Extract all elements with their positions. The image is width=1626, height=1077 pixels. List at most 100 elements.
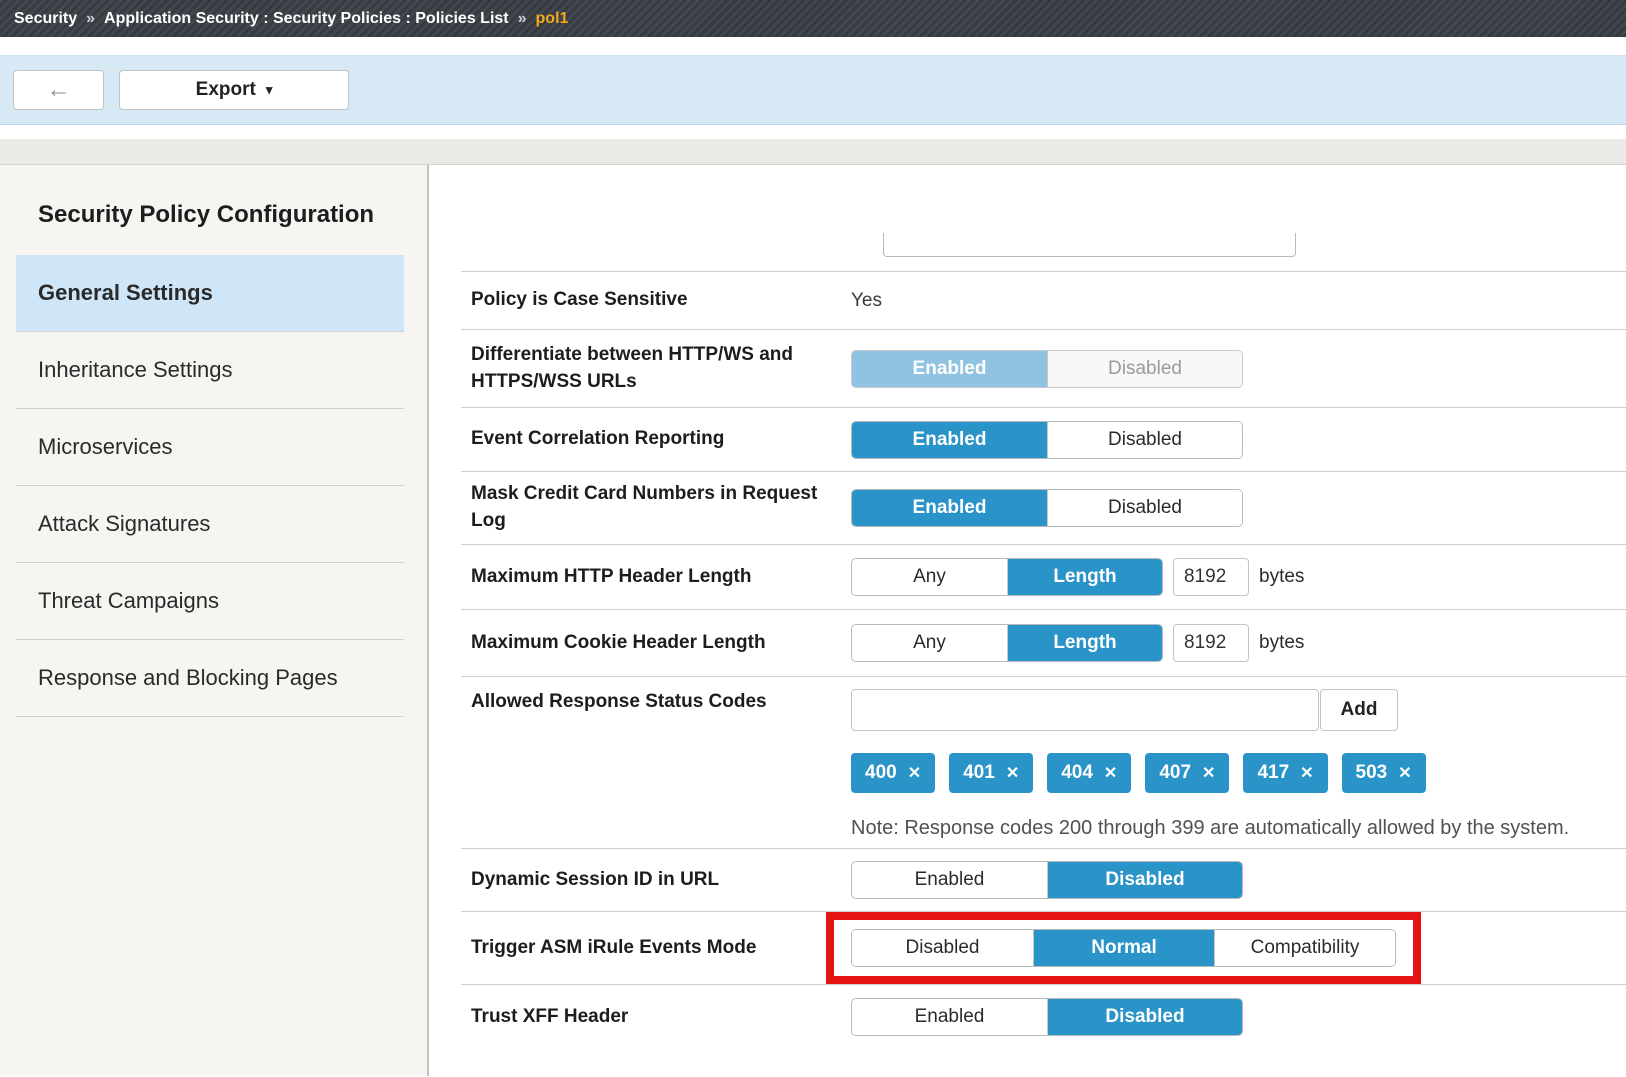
sidebar-menu: General Settings Inheritance Settings Mi… [16,255,404,717]
max-http-header-any-button[interactable]: Any [852,559,1007,595]
setting-label: Trigger ASM iRule Events Mode [471,935,851,962]
sidebar-item-general-settings[interactable]: General Settings [16,255,404,332]
chip-label: 503 [1356,762,1388,784]
chip-label: 417 [1257,762,1289,784]
mask-credit-card-enabled-button[interactable]: Enabled [852,490,1047,526]
settings-rows: Policy is Case Sensitive Yes Differentia… [461,271,1626,1049]
mask-credit-card-disabled-button[interactable]: Disabled [1047,490,1242,526]
row-dynamic-session-id: Dynamic Session ID in URL Enabled Disabl… [461,849,1626,912]
chip-label: 407 [1159,762,1191,784]
setting-label: Policy is Case Sensitive [471,287,851,314]
spacer [0,37,1626,55]
row-differentiate-urls: Differentiate between HTTP/WS and HTTPS/… [461,330,1626,408]
remove-code-icon[interactable]: ✕ [1300,763,1313,783]
breadcrumb-root[interactable]: Security [14,10,77,28]
setting-label: Maximum Cookie Header Length [471,630,851,657]
max-cookie-header-length-input[interactable] [1173,624,1249,662]
back-button[interactable]: ← [13,70,104,110]
chip-label: 404 [1061,762,1093,784]
remove-code-icon[interactable]: ✕ [908,763,921,783]
sidebar-item-microservices[interactable]: Microservices [16,409,404,486]
trigger-asm-irule-normal-button[interactable]: Normal [1033,930,1214,966]
status-code-chip: 417 ✕ [1243,753,1327,793]
event-correlation-enabled-button[interactable]: Enabled [852,422,1047,458]
trigger-asm-irule-compatibility-button[interactable]: Compatibility [1214,930,1395,966]
content: Security Policy Configuration General Se… [0,165,1626,1076]
breadcrumb-current: pol1 [536,10,569,28]
breadcrumb-path: Application Security : Security Policies… [104,10,509,28]
max-http-header-length-button[interactable]: Length [1007,559,1162,595]
trust-xff-enabled-button[interactable]: Enabled [852,999,1047,1035]
trigger-asm-irule-disabled-button[interactable]: Disabled [852,930,1033,966]
breadcrumb-separator-icon: » [518,10,527,28]
add-status-code-button[interactable]: Add [1320,689,1398,731]
remove-code-icon[interactable]: ✕ [1006,763,1019,783]
max-cookie-header-length-button[interactable]: Length [1007,625,1162,661]
dynamic-session-id-disabled-button[interactable]: Disabled [1047,862,1242,898]
export-button-label: Export [196,79,256,101]
truncated-input[interactable] [883,233,1296,257]
dynamic-session-id-toggle: Enabled Disabled [851,861,1243,899]
policy-case-sensitive-value: Yes [851,290,882,312]
sidebar-item-attack-signatures[interactable]: Attack Signatures [16,486,404,563]
caret-down-icon: ▾ [266,82,273,98]
trust-xff-disabled-button[interactable]: Disabled [1047,999,1242,1035]
status-code-chip: 400 ✕ [851,753,935,793]
max-http-header-toggle: Any Length [851,558,1163,596]
differentiate-urls-enabled-button[interactable]: Enabled [852,351,1047,387]
status-code-chip: 503 ✕ [1342,753,1426,793]
event-correlation-disabled-button[interactable]: Disabled [1047,422,1242,458]
row-allowed-status-codes: Allowed Response Status Codes Add 400 ✕ … [461,677,1626,849]
export-button[interactable]: Export ▾ [119,70,349,110]
setting-label: Trust XFF Header [471,1004,851,1031]
mask-credit-card-toggle: Enabled Disabled [851,489,1243,527]
dynamic-session-id-enabled-button[interactable]: Enabled [852,862,1047,898]
sidebar-title: Security Policy Configuration [38,201,427,229]
setting-label: Allowed Response Status Codes [471,689,851,716]
max-cookie-header-unit: bytes [1259,632,1304,654]
chip-label: 400 [865,762,897,784]
spacer [0,125,1626,139]
sidebar: Security Policy Configuration General Se… [0,165,429,1076]
max-http-header-unit: bytes [1259,566,1304,588]
setting-label: Differentiate between HTTP/WS and HTTPS/… [471,342,851,395]
row-mask-credit-card: Mask Credit Card Numbers in Request Log … [461,472,1626,545]
sidebar-item-threat-campaigns[interactable]: Threat Campaigns [16,563,404,640]
differentiate-urls-toggle: Enabled Disabled [851,350,1243,388]
max-http-header-length-input[interactable] [1173,558,1249,596]
status-code-chips: 400 ✕ 401 ✕ 404 ✕ 407 ✕ [851,753,1426,793]
setting-label: Mask Credit Card Numbers in Request Log [471,481,851,534]
row-max-cookie-header-length: Maximum Cookie Header Length Any Length … [461,610,1626,677]
setting-label: Event Correlation Reporting [471,426,851,453]
row-max-http-header-length: Maximum HTTP Header Length Any Length by… [461,545,1626,610]
sidebar-item-inheritance-settings[interactable]: Inheritance Settings [16,332,404,409]
status-code-chip: 401 ✕ [949,753,1033,793]
trust-xff-toggle: Enabled Disabled [851,998,1243,1036]
divider-strip [0,139,1626,165]
differentiate-urls-disabled-button[interactable]: Disabled [1047,351,1242,387]
setting-label: Dynamic Session ID in URL [471,867,851,894]
remove-code-icon[interactable]: ✕ [1202,763,1215,783]
breadcrumb: Security » Application Security : Securi… [0,0,1626,37]
status-code-chip: 404 ✕ [1047,753,1131,793]
sidebar-item-response-blocking-pages[interactable]: Response and Blocking Pages [16,640,404,717]
event-correlation-toggle: Enabled Disabled [851,421,1243,459]
trigger-asm-irule-toggle: Disabled Normal Compatibility [851,929,1396,967]
remove-code-icon[interactable]: ✕ [1398,763,1411,783]
status-code-chip: 407 ✕ [1145,753,1229,793]
row-trigger-asm-irule-events-mode: Trigger ASM iRule Events Mode Disabled N… [461,912,1626,985]
row-policy-case-sensitive: Policy is Case Sensitive Yes [461,272,1626,330]
row-trust-xff-header: Trust XFF Header Enabled Disabled [461,985,1626,1049]
setting-label: Maximum HTTP Header Length [471,564,851,591]
settings-panel: Policy is Case Sensitive Yes Differentia… [429,165,1626,1076]
chip-label: 401 [963,762,995,784]
breadcrumb-separator-icon: » [86,10,95,28]
toolbar: ← Export ▾ [0,55,1626,125]
back-arrow-icon: ← [47,76,71,104]
remove-code-icon[interactable]: ✕ [1104,763,1117,783]
status-codes-note: Note: Response codes 200 through 399 are… [851,817,1569,840]
status-code-input[interactable] [851,689,1319,731]
max-cookie-header-any-button[interactable]: Any [852,625,1007,661]
red-highlight-box: Disabled Normal Compatibility [826,912,1421,984]
row-event-correlation: Event Correlation Reporting Enabled Disa… [461,408,1626,472]
